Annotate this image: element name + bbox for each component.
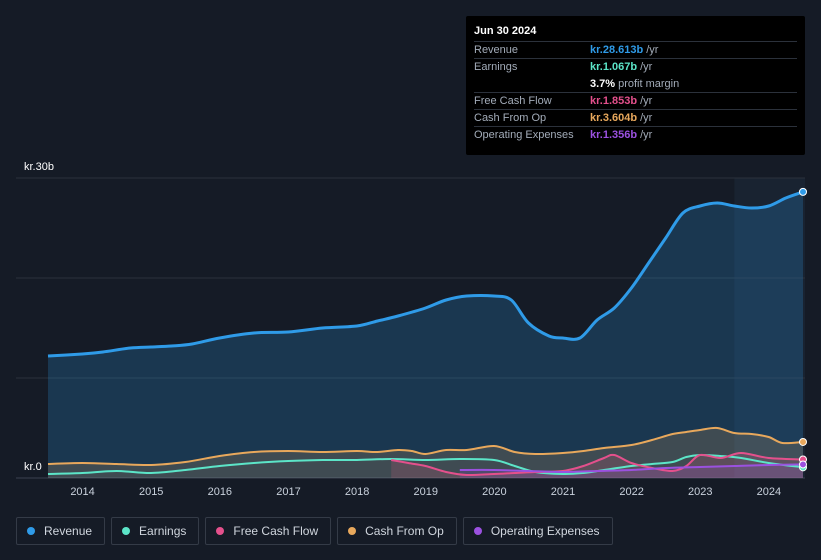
tooltip-row-earnings: Earnings kr.1.067b /yr bbox=[474, 58, 797, 75]
tooltip-date: Jun 30 2024 bbox=[474, 25, 537, 37]
highlight-region bbox=[734, 178, 805, 478]
tooltip-label: Free Cash Flow bbox=[474, 95, 552, 107]
revenue-line bbox=[47, 190, 804, 358]
tooltip-label: Operating Expenses bbox=[474, 129, 574, 141]
revenue-end-marker bbox=[799, 187, 807, 196]
y-axis-top-label: kr.30b bbox=[24, 161, 54, 173]
series-areas bbox=[48, 191, 803, 478]
legend-item-earnings[interactable]: Earnings bbox=[111, 517, 200, 545]
operating-expenses-line bbox=[459, 463, 804, 473]
legend: Revenue Earnings Free Cash Flow Cash Fro… bbox=[16, 517, 613, 545]
tooltip-value: kr.3.604b bbox=[590, 112, 638, 124]
tooltip-label: Cash From Op bbox=[474, 112, 547, 124]
operating-expenses-area bbox=[459, 464, 803, 478]
cash-from-op-line bbox=[47, 426, 804, 467]
end-markers bbox=[799, 187, 807, 472]
x-tick-label: 2014 bbox=[70, 486, 94, 498]
tooltip-row-revenue: Revenue kr.28.613b /yr bbox=[474, 41, 797, 58]
gridlines bbox=[16, 177, 805, 479]
legend-dot-icon bbox=[348, 527, 357, 535]
tooltip-row-operating-expenses: Operating Expenses kr.1.356b /yr bbox=[474, 126, 797, 143]
legend-dot-icon bbox=[216, 527, 225, 535]
legend-label: Earnings bbox=[139, 524, 187, 538]
legend-label: Operating Expenses bbox=[490, 524, 600, 538]
earnings-line bbox=[47, 453, 804, 476]
cash-from-op-end-marker bbox=[799, 437, 807, 446]
free-cash-flow-line bbox=[391, 452, 804, 477]
operating-expenses-end-marker bbox=[799, 460, 807, 469]
tooltip-value: kr.1.853b bbox=[590, 95, 638, 107]
x-tick-label: 2022 bbox=[619, 486, 643, 498]
cash-from-op-area bbox=[48, 427, 803, 478]
y-axis-bottom-label: kr.0 bbox=[24, 461, 42, 473]
tooltip-label: Earnings bbox=[474, 61, 518, 73]
series-lines bbox=[47, 190, 804, 477]
x-tick-label: 2024 bbox=[757, 486, 781, 498]
revenue-area bbox=[48, 191, 803, 478]
x-tick-label: 2015 bbox=[139, 486, 163, 498]
legend-item-cash-from-op[interactable]: Cash From Op bbox=[337, 517, 457, 545]
legend-dot-icon bbox=[27, 527, 35, 535]
legend-item-operating-expenses[interactable]: Operating Expenses bbox=[462, 517, 613, 545]
tooltip-row-cash-from-op: Cash From Op kr.3.604b /yr bbox=[474, 109, 797, 126]
legend-label: Cash From Op bbox=[365, 524, 444, 538]
legend-label: Free Cash Flow bbox=[233, 524, 319, 538]
tooltip-unit: /yr bbox=[646, 44, 659, 56]
tooltip-panel: Jun 30 2024 Revenue kr.28.613b /yr Earni… bbox=[466, 16, 805, 155]
x-tick-label: 2019 bbox=[414, 486, 438, 498]
tooltip-value: kr.28.613b bbox=[590, 44, 644, 56]
x-tick-label: 2016 bbox=[208, 486, 232, 498]
legend-item-revenue[interactable]: Revenue bbox=[16, 517, 106, 545]
x-axis-ticks: 2014 2015 2016 2017 2018 2019 2020 2021 2022 2023… bbox=[70, 486, 781, 498]
legend-dot-icon bbox=[473, 527, 482, 535]
legend-label: Revenue bbox=[44, 524, 93, 538]
free-cash-flow-area bbox=[391, 453, 803, 478]
x-tick-label: 2021 bbox=[551, 486, 575, 498]
tooltip-unit: /yr bbox=[640, 61, 653, 73]
x-tick-label: 2018 bbox=[345, 486, 369, 498]
legend-dot-icon bbox=[122, 527, 131, 535]
tooltip-unit: /yr bbox=[640, 129, 653, 141]
tooltip-label: Revenue bbox=[474, 44, 519, 56]
x-tick-label: 2017 bbox=[276, 486, 300, 498]
tooltip-value: 3.7% bbox=[590, 77, 616, 90]
tooltip-value: kr.1.067b bbox=[590, 61, 638, 73]
tooltip-unit: profit margin bbox=[618, 77, 680, 90]
tooltip-value: kr.1.356b bbox=[590, 129, 638, 141]
legend-item-free-cash-flow[interactable]: Free Cash Flow bbox=[205, 517, 332, 545]
tooltip-row-profit-margin: 3.7% profit margin bbox=[474, 75, 797, 92]
x-tick-label: 2023 bbox=[688, 486, 712, 498]
x-tick-label: 2020 bbox=[482, 486, 506, 498]
tooltip-row-free-cash-flow: Free Cash Flow kr.1.853b /yr bbox=[474, 92, 797, 109]
tooltip-unit: /yr bbox=[640, 95, 653, 107]
tooltip-unit: /yr bbox=[640, 112, 653, 124]
